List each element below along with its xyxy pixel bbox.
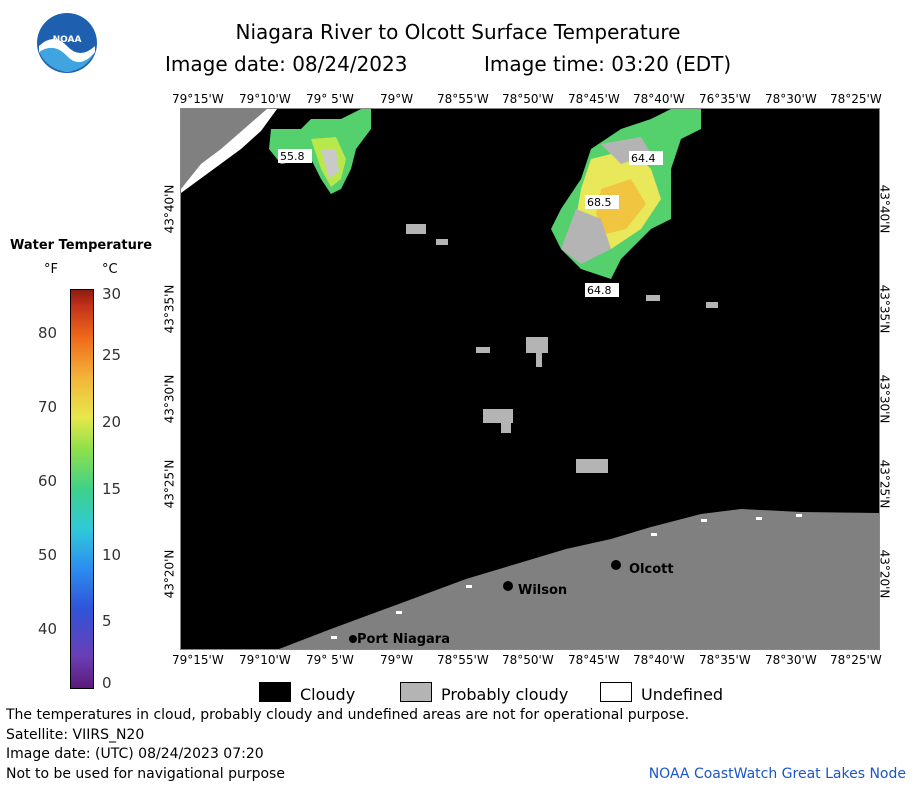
lon-tick: 78°50'W: [502, 92, 554, 106]
page-title: Niagara River to Olcott Surface Temperat…: [235, 20, 681, 44]
lon-tick: 78°30'W: [765, 92, 817, 106]
wilson-marker: [503, 581, 513, 591]
lon-tick: 78°30'W: [765, 653, 817, 667]
lon-tick: 78°40'W: [633, 653, 685, 667]
c-tick: 5: [102, 612, 112, 630]
f-tick: 80: [38, 324, 58, 342]
image-date: Image date: 08/24/2023: [165, 52, 408, 76]
lon-tick: 78°45'W: [568, 92, 620, 106]
lon-tick: 78°35'W: [699, 653, 751, 667]
footer-nav-warning: Not to be used for navigational purpose: [6, 766, 285, 782]
colorbar-title: Water Temperature: [10, 238, 153, 253]
lon-tick: 78°25'W: [830, 92, 882, 106]
olcott-label: Olcott: [629, 562, 674, 577]
lon-tick: 79°W: [380, 653, 414, 667]
lon-tick: 76°35'W: [699, 92, 751, 106]
f-tick: 40: [38, 620, 58, 638]
temp-label: 64.4: [631, 152, 656, 165]
legend-undefined-label: Undefined: [641, 685, 724, 704]
legend-cloudy-swatch: [259, 682, 291, 702]
c-tick: 25: [102, 346, 122, 364]
legend-cloudy-label: Cloudy: [300, 685, 356, 704]
lat-tick: 43°25'N: [162, 459, 177, 509]
temp-label: 55.8: [280, 150, 305, 163]
lon-tick: 79° 5'W: [306, 653, 354, 667]
colorbar-unit-f: °F: [44, 262, 58, 277]
lon-tick: 79°15'W: [172, 653, 224, 667]
footer-disclaimer: The temperatures in cloud, probably clou…: [6, 707, 690, 723]
lon-tick: 78°50'W: [502, 653, 554, 667]
noaa-logo-text: NOAA: [53, 35, 82, 45]
image-time: Image time: 03:20 (EDT): [484, 52, 732, 76]
footer-satellite: Satellite: VIIRS_N20: [6, 727, 145, 743]
lon-tick: 78°55'W: [437, 92, 489, 106]
noaa-logo: NOAA: [36, 12, 98, 74]
colorbar-unit-c: °C: [102, 262, 118, 277]
lat-tick: 43°20'N: [162, 549, 177, 599]
c-tick: 15: [102, 480, 122, 498]
lat-tick: 43°30'N: [162, 374, 177, 424]
lon-tick: 79°W: [380, 92, 414, 106]
lon-tick: 79°10'W: [239, 653, 291, 667]
undefined-nw: [181, 109, 277, 193]
shore-notches: [331, 514, 802, 639]
lon-tick: 78°40'W: [633, 92, 685, 106]
footer-credit: NOAA CoastWatch Great Lakes Node: [648, 766, 906, 782]
temp-label: 64.8: [587, 284, 612, 297]
colorbar: [70, 289, 94, 689]
lon-tick: 79°15'W: [172, 92, 224, 106]
footer-image-date: Image date: (UTC) 08/24/2023 07:20: [6, 746, 264, 762]
map-panel: Olcott Wilson Port Niagara 55.8 64.4 68.…: [180, 108, 880, 650]
port-niagara-label: Port Niagara: [357, 632, 450, 647]
f-tick: 50: [38, 546, 58, 564]
f-tick: 60: [38, 472, 58, 490]
lon-tick: 78°55'W: [437, 653, 489, 667]
land-south: [279, 509, 879, 649]
legend-probably-cloudy-label: Probably cloudy: [441, 685, 569, 704]
probably-cloudy-pixels: [406, 224, 718, 473]
lon-tick: 78°25'W: [830, 653, 882, 667]
nw-temperature-patch: [269, 109, 371, 194]
wilson-label: Wilson: [518, 583, 567, 598]
f-tick: 70: [38, 398, 58, 416]
c-tick: 0: [102, 674, 112, 692]
c-tick: 20: [102, 413, 122, 431]
lat-tick: 43°40'N: [162, 184, 177, 234]
lat-tick: 43°35'N: [162, 284, 177, 334]
c-tick: 30: [102, 285, 122, 303]
lon-tick: 78°45'W: [568, 653, 620, 667]
lon-tick: 79°10'W: [239, 92, 291, 106]
port-niagara-marker: [349, 635, 357, 643]
c-tick: 10: [102, 546, 122, 564]
ne-temperature-patch: [551, 109, 701, 279]
lon-tick: 79° 5'W: [306, 92, 354, 106]
legend-probably-cloudy-swatch: [400, 682, 432, 702]
olcott-marker: [611, 560, 621, 570]
legend-undefined-swatch: [600, 682, 632, 702]
temp-label: 68.5: [587, 196, 612, 209]
